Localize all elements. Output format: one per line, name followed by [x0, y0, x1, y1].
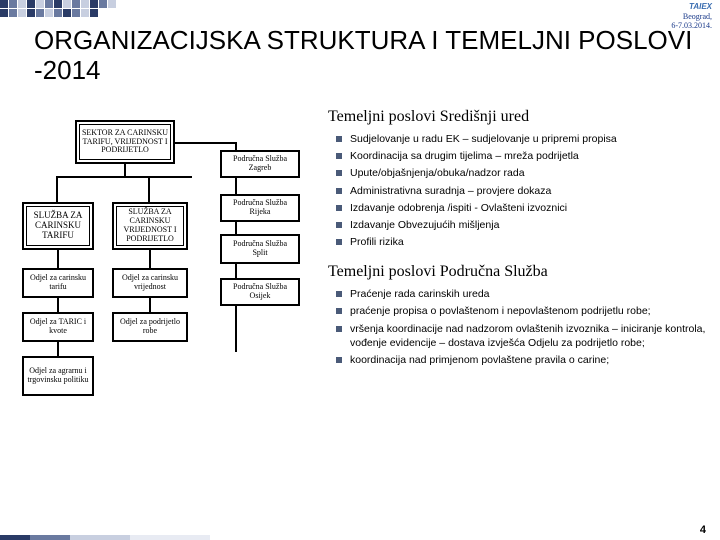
section2-title: Temeljni poslovi Područna Služba: [328, 263, 708, 281]
logo-location: Beograd,: [671, 12, 712, 22]
list-item: Koordinacija sa drugim tijelima – mreža …: [328, 149, 708, 163]
org-right-r2: Područna Služba Rijeka: [220, 194, 300, 222]
page-number: 4: [700, 524, 706, 536]
list-item: Profili rizika: [328, 235, 708, 249]
section2-list: Praćenje rada carinskih ureda praćenje p…: [328, 287, 708, 367]
list-item: praćenje propisa o povlaštenom i nepovla…: [328, 304, 708, 318]
org-mid-head: SLUŽBA ZA CARINSKU VRIJEDNOST I PODRIJET…: [112, 202, 188, 250]
list-item: koordinacija nad primjenom povlaštene pr…: [328, 353, 708, 367]
list-item: Upute/objašnjenja/obuka/nadzor rada: [328, 166, 708, 180]
text-panel: Temeljni poslovi Središnji ured Sudjelov…: [320, 108, 708, 522]
org-left-d3: Odjel za agrarnu i trgovinsku politiku: [22, 356, 94, 396]
connector: [57, 250, 59, 268]
list-item: Sudjelovanje u radu EK – sudjelovanje u …: [328, 132, 708, 146]
connector: [57, 298, 59, 312]
org-right-r4: Područna Služba Osijek: [220, 278, 300, 306]
list-item: Administrativna suradnja – provjere doka…: [328, 184, 708, 198]
org-mid-d1: Odjel za carinsku vrijednost: [112, 268, 188, 298]
org-root: SEKTOR ZA CARINSKU TARIFU, VRIJEDNOST I …: [75, 120, 175, 164]
connector: [56, 176, 58, 202]
footer-decoration: [0, 535, 300, 540]
org-right-r1: Područna Služba Zagreb: [220, 150, 300, 178]
org-chart: SEKTOR ZA CARINSKU TARIFU, VRIJEDNOST I …: [20, 108, 320, 522]
org-left-head: SLUŽBA ZA CARINSKU TARIFU: [22, 202, 94, 250]
connector: [124, 164, 126, 176]
connector: [175, 142, 235, 144]
connector: [148, 176, 150, 202]
list-item: Izdavanje Obvezujućih mišljenja: [328, 218, 708, 232]
content-area: SEKTOR ZA CARINSKU TARIFU, VRIJEDNOST I …: [20, 108, 708, 522]
page-title: ORGANIZACIJSKA STRUKTURA I TEMELJNI POSL…: [34, 26, 700, 86]
org-mid-d2: Odjel za podrijetlo robe: [112, 312, 188, 342]
connector: [149, 250, 151, 268]
section1-title: Temeljni poslovi Središnji ured: [328, 108, 708, 126]
list-item: vršenja koordinacije nad nadzorom ovlašt…: [328, 322, 708, 350]
org-right-r3: Područna Služba Split: [220, 234, 300, 264]
org-left-d1: Odjel za carinsku tarifu: [22, 268, 94, 298]
section1-list: Sudjelovanje u radu EK – sudjelovanje u …: [328, 132, 708, 249]
logo-text: TAIEX: [671, 2, 712, 12]
list-item: Praćenje rada carinskih ureda: [328, 287, 708, 301]
connector: [149, 298, 151, 312]
connector: [57, 342, 59, 356]
list-item: Izdavanje odobrenja /ispiti - Ovlašteni …: [328, 201, 708, 215]
header-decoration: [0, 0, 120, 18]
org-left-d2: Odjel za TARIC i kvote: [22, 312, 94, 342]
connector: [56, 176, 192, 178]
